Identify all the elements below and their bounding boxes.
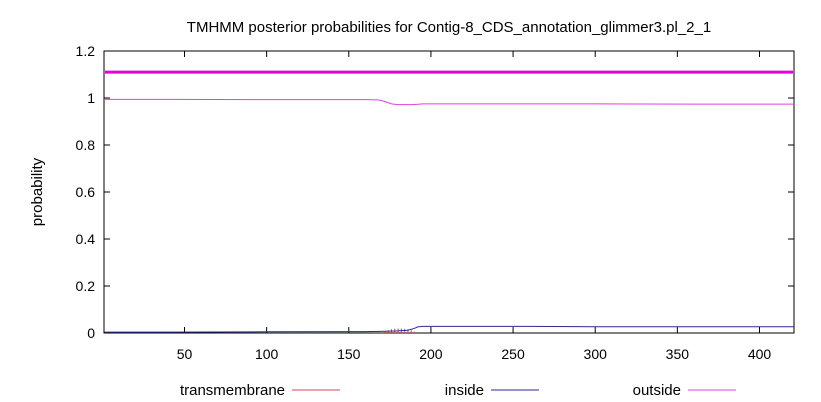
series-layer [104,98,794,333]
legend-label-transmembrane: transmembrane [180,382,285,399]
y-tick-label: 0 [87,325,95,341]
x-tick-label: 300 [584,346,608,362]
y-tick-label: 0.4 [76,231,96,247]
x-tick-label: 350 [666,346,690,362]
y-tick-label: 0.2 [76,278,96,294]
x-axis: 50 100 150 200 250 300 350 400 [177,51,772,362]
x-tick-label: 400 [748,346,772,362]
chart-title: TMHMM posterior probabilities for Contig… [187,19,711,36]
y-axis: 0 0.2 0.4 0.6 0.8 1 1.2 [76,43,794,341]
y-tick-label: 0.8 [76,137,96,153]
legend: transmembrane inside outside [180,382,736,399]
y-axis-label: probability [29,157,46,226]
legend-label-outside: outside [633,382,681,399]
inside-line [104,325,794,333]
y-tick-label: 0.6 [76,184,96,200]
outside-line [104,98,794,106]
x-tick-label: 50 [177,346,193,362]
plot-frame [103,50,795,334]
x-tick-label: 150 [337,346,361,362]
x-tick-label: 250 [501,346,525,362]
legend-label-inside: inside [445,382,484,399]
x-tick-label: 100 [255,346,279,362]
y-tick-label: 1 [87,90,95,106]
y-tick-label: 1.2 [76,43,96,59]
x-tick-label: 200 [419,346,443,362]
